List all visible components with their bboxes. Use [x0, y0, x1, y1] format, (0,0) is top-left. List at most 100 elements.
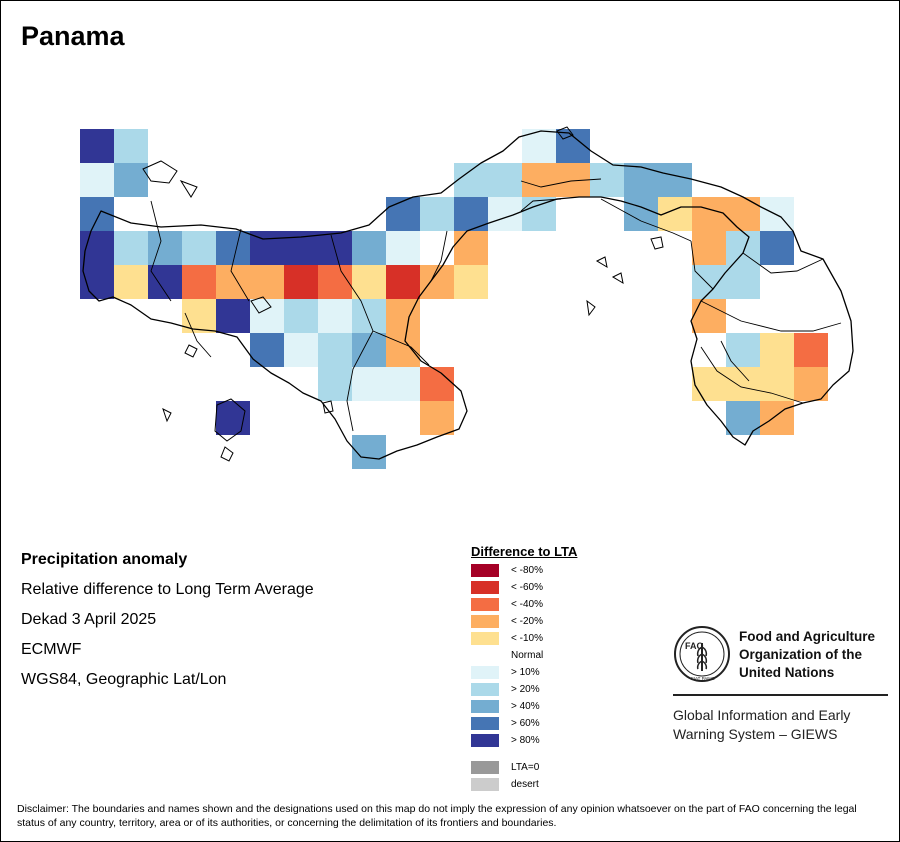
- anomaly-cell: [80, 231, 114, 265]
- legend-swatch: [471, 649, 499, 662]
- anomaly-cell: [454, 163, 488, 197]
- anomaly-cell: [726, 401, 760, 435]
- anomaly-cell: [250, 333, 284, 367]
- anomaly-cell: [420, 265, 454, 299]
- anomaly-cell: [250, 265, 284, 299]
- giews-name: Global Information and Early Warning Sys…: [673, 707, 851, 742]
- anomaly-cell: [726, 197, 760, 231]
- anomaly-cell: [420, 401, 454, 435]
- legend-swatch: [471, 683, 499, 696]
- anomaly-cell: [182, 265, 216, 299]
- anomaly-cell: [352, 367, 386, 401]
- anomaly-cell: [488, 163, 522, 197]
- anomaly-cell: [760, 231, 794, 265]
- anomaly-cell: [522, 197, 556, 231]
- legend-label: > 60%: [511, 718, 540, 729]
- legend-label: < -20%: [511, 616, 543, 627]
- legend-label: Normal: [511, 650, 544, 661]
- anomaly-cell: [114, 265, 148, 299]
- legend-swatch: [471, 717, 499, 730]
- anomaly-cell: [386, 197, 420, 231]
- anomaly-cell: [454, 265, 488, 299]
- anomaly-cell: [80, 129, 114, 163]
- anomaly-cell: [318, 367, 352, 401]
- fao-divider: [673, 694, 888, 696]
- map-title: Panama: [21, 21, 125, 51]
- anomaly-cell: [352, 299, 386, 333]
- islands: [142, 126, 664, 462]
- disclaimer: Disclaimer: The boundaries and names sho…: [17, 803, 857, 829]
- anomaly-cell: [794, 333, 828, 367]
- anomaly-cell: [590, 163, 624, 197]
- anomaly-cell: [624, 163, 658, 197]
- fao-name: Food and Agriculture Organization of the…: [739, 629, 875, 680]
- anomaly-cell: [522, 163, 556, 197]
- product-projection: WGS84, Geographic Lat/Lon: [21, 671, 227, 688]
- anomaly-cell: [726, 231, 760, 265]
- legend-swatch: [471, 598, 499, 611]
- product-source: ECMWF: [21, 641, 82, 658]
- svg-text:FIAT PANIS: FIAT PANIS: [691, 676, 715, 681]
- legend-swatch: [471, 700, 499, 713]
- anomaly-cell: [420, 367, 454, 401]
- legend-label: LTA=0: [511, 762, 540, 773]
- legend-swatch: [471, 778, 499, 791]
- legend-label: desert: [511, 779, 539, 790]
- legend-label: > 80%: [511, 735, 540, 746]
- legend-title: Difference to LTA: [471, 544, 578, 559]
- anomaly-cell: [80, 265, 114, 299]
- legend-label: < -10%: [511, 633, 543, 644]
- anomaly-cell: [80, 163, 114, 197]
- legend-label: > 10%: [511, 667, 540, 678]
- legend-swatch: [471, 581, 499, 594]
- legend-label: > 20%: [511, 684, 540, 695]
- legend-label: > 40%: [511, 701, 540, 712]
- anomaly-cell: [352, 265, 386, 299]
- anomaly-cell: [692, 231, 726, 265]
- anomaly-cell: [284, 265, 318, 299]
- province-boundaries: [150, 178, 842, 432]
- svg-text:FAO: FAO: [685, 641, 704, 651]
- anomaly-cell: [284, 299, 318, 333]
- product-period: Dekad 3 April 2025: [21, 611, 157, 628]
- legend-swatch: [471, 734, 499, 747]
- anomaly-cell: [318, 265, 352, 299]
- anomaly-cell: [760, 367, 794, 401]
- anomaly-cell: [114, 231, 148, 265]
- anomaly-cell: [726, 333, 760, 367]
- anomaly-cell: [386, 265, 420, 299]
- legend-swatch: [471, 564, 499, 577]
- anomaly-cell: [760, 333, 794, 367]
- anomaly-cell: [250, 299, 284, 333]
- anomaly-cell: [216, 401, 250, 435]
- anomaly-cell: [386, 299, 420, 333]
- anomaly-cell: [522, 129, 556, 163]
- anomaly-cell: [182, 231, 216, 265]
- anomaly-cell: [386, 367, 420, 401]
- legend-swatch: [471, 632, 499, 645]
- anomaly-cell: [284, 333, 318, 367]
- anomaly-cell: [420, 197, 454, 231]
- anomaly-cell: [216, 231, 250, 265]
- anomaly-cell: [352, 231, 386, 265]
- anomaly-cell: [692, 299, 726, 333]
- legend-label: < -60%: [511, 582, 543, 593]
- anomaly-map: [80, 126, 854, 469]
- anomaly-cell: [386, 231, 420, 265]
- product-description: Relative difference to Long Term Average: [21, 581, 314, 598]
- anomaly-cell: [692, 197, 726, 231]
- fao-logo: FAO FIAT PANIS: [674, 626, 730, 682]
- anomaly-cell: [386, 333, 420, 367]
- anomaly-cell: [148, 231, 182, 265]
- anomaly-cell: [658, 163, 692, 197]
- legend-swatch: [471, 666, 499, 679]
- anomaly-cell: [760, 401, 794, 435]
- anomaly-cell: [454, 231, 488, 265]
- anomaly-cell: [352, 435, 386, 469]
- anomaly-cell: [114, 163, 148, 197]
- anomaly-cell: [794, 367, 828, 401]
- anomaly-cell: [216, 299, 250, 333]
- anomaly-cell: [318, 299, 352, 333]
- legend-label: < -80%: [511, 565, 543, 576]
- legend-swatch: [471, 761, 499, 774]
